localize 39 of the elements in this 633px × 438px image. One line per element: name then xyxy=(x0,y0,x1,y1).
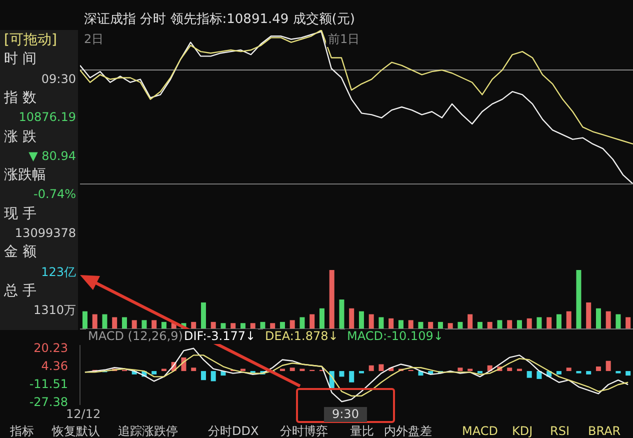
y-tick-label: -11.51 xyxy=(29,377,68,392)
text: 13099378 xyxy=(14,225,76,242)
text: RSI xyxy=(550,424,570,438)
text: 涨 跌 xyxy=(4,128,38,146)
text: 09:30 xyxy=(40,70,76,88)
text: KDJ xyxy=(512,424,533,438)
text: 9:30 xyxy=(324,407,367,422)
text: MACD xyxy=(462,424,498,438)
text: 金 额 xyxy=(4,244,38,262)
annotation: MACD:-10.109↓ xyxy=(345,329,446,344)
text: 内外盘差 xyxy=(384,424,432,438)
y-tick-label: 20.23 xyxy=(34,341,68,356)
y-tick-label: 4.36 xyxy=(41,359,68,374)
text: 10876.19 xyxy=(18,109,76,126)
annotation: DEA:1.878↓ xyxy=(263,329,340,344)
text: -0.74% xyxy=(32,186,76,204)
text: 12/12 xyxy=(64,407,103,422)
text: BRAR xyxy=(588,424,621,438)
text: 分时DDX xyxy=(208,424,259,438)
y-tick-label: -27.38 xyxy=(29,395,68,410)
text: 指标 xyxy=(10,424,34,438)
text: 分时博弈 xyxy=(280,424,328,438)
chart-title: 深证成指 分时 领先指标:10891.49 成交额(元) xyxy=(84,11,355,28)
annotation: MACD (12,26,9) xyxy=(86,329,185,344)
text: 1310万 xyxy=(32,302,76,320)
text: 123亿 xyxy=(40,264,76,281)
annotation: 前1日 xyxy=(326,32,362,47)
text: 涨跌幅 xyxy=(4,167,47,184)
text: ▼ 80.94 xyxy=(28,148,76,165)
annotation: DIF:-3.177↓ xyxy=(182,329,258,344)
annotation: 2日 xyxy=(82,32,106,47)
text: 追踪涨跌停 xyxy=(118,424,178,438)
text: 指 数 xyxy=(4,90,38,107)
text: 现 手 xyxy=(4,206,38,223)
text: [可拖动] xyxy=(4,32,58,49)
text: 量比 xyxy=(350,424,374,438)
text: 时 间 xyxy=(4,51,38,68)
text: 恢复默认 xyxy=(52,424,100,438)
text: 总 手 xyxy=(4,282,38,300)
